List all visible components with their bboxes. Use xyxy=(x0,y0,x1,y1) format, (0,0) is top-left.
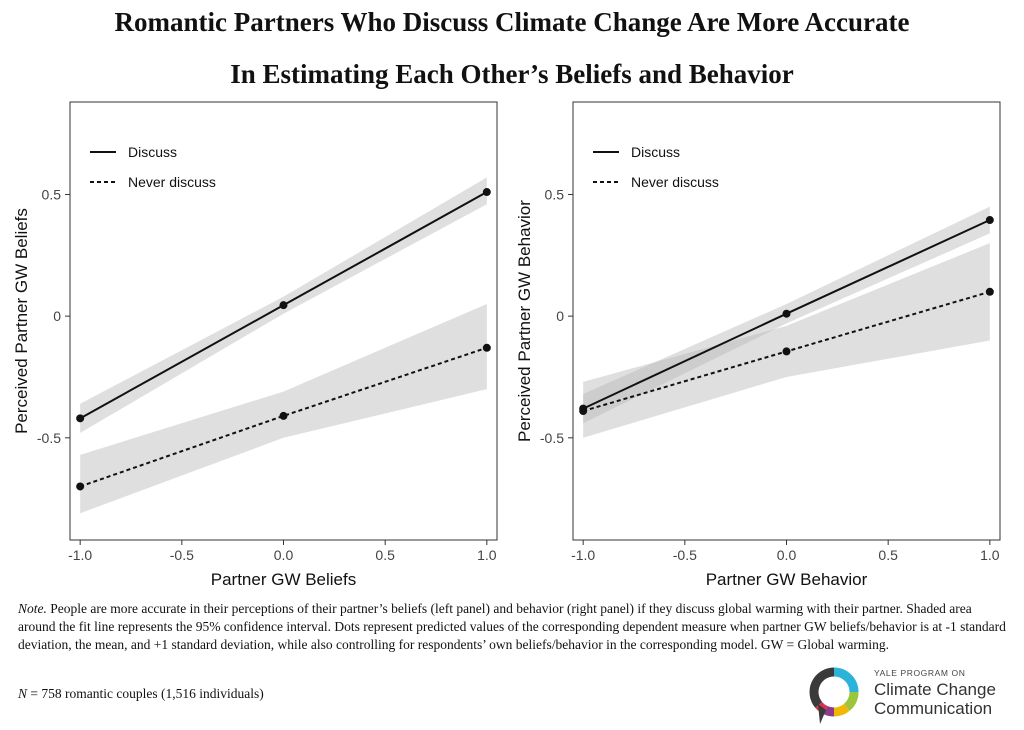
chart-panel-2: -1.0 -0.5 0.0 0.5 1.0 -0.5 0 0.5 Partner GW Beha… xyxy=(515,101,1001,589)
data-point-discuss xyxy=(482,188,491,197)
plot-area xyxy=(69,101,498,541)
sample-size-label: N xyxy=(18,686,28,701)
y-tick-label: -0.5 xyxy=(540,430,564,446)
logo-arc xyxy=(833,667,859,693)
sample-size-note: N = 758 romantic couples (1,516 individu… xyxy=(18,686,264,702)
series-line-never-discuss xyxy=(79,346,488,488)
data-point-discuss xyxy=(76,414,85,423)
logo-arc xyxy=(809,667,835,708)
chart-figure: -1.0 -0.5 0.0 0.5 1.0 -0.5 0 0.5 Partner GW Beli… xyxy=(12,101,1001,589)
data-point-never-discuss xyxy=(76,482,85,491)
y-axis-title: Perceived Partner GW Behavior xyxy=(515,200,534,442)
plot-area xyxy=(572,101,1001,541)
x-tick-label: -1.0 xyxy=(68,547,92,563)
legend-label-never-discuss: Never discuss xyxy=(128,174,216,190)
data-point-never-discuss xyxy=(579,407,588,416)
logo-org: YALE PROGRAM ON xyxy=(874,668,966,678)
x-tick-label: -0.5 xyxy=(673,547,697,563)
logo-arc xyxy=(843,691,859,711)
chart-title-line-2: In Estimating Each Other’s Beliefs and B… xyxy=(230,59,794,89)
note-label: Note. xyxy=(18,601,47,616)
data-point-discuss xyxy=(279,301,288,310)
legend-label-discuss: Discuss xyxy=(631,144,680,160)
y-tick-label: 0 xyxy=(556,308,564,324)
note-text: People are more accurate in their percep… xyxy=(18,601,1006,652)
y-tick-label: 0.5 xyxy=(42,186,62,202)
x-tick-label: -0.5 xyxy=(170,547,194,563)
x-tick-label: 0.5 xyxy=(375,547,395,563)
y-tick-label: 0.5 xyxy=(545,186,565,202)
legend-label-discuss: Discuss xyxy=(128,144,177,160)
logo-name: Climate Change Communication xyxy=(874,680,996,718)
logo-arc xyxy=(833,703,850,717)
data-point-discuss xyxy=(782,309,791,318)
logo-arc xyxy=(823,705,835,717)
x-tick-label: 0.0 xyxy=(777,547,797,563)
speech-bubble-ring-icon xyxy=(809,667,859,724)
x-tick-label: -1.0 xyxy=(571,547,595,563)
data-point-never-discuss xyxy=(482,343,491,352)
logo-name-line-1: Climate Change xyxy=(874,680,996,699)
x-tick-label: 1.0 xyxy=(980,547,1000,563)
ycc-logo: YALE PROGRAM ON Climate Change Communicat… xyxy=(806,660,1016,724)
data-point-never-discuss xyxy=(782,347,791,356)
x-tick-label: 1.0 xyxy=(477,547,497,563)
data-point-discuss xyxy=(985,216,994,225)
figure-note: Note. People are more accurate in their … xyxy=(18,600,1010,654)
x-tick-label: 0.5 xyxy=(878,547,898,563)
logo-name-line-2: Communication xyxy=(874,699,993,718)
x-axis-title: Partner GW Behavior xyxy=(706,570,868,589)
y-tick-label: -0.5 xyxy=(37,430,61,446)
x-axis-title: Partner GW Beliefs xyxy=(211,570,357,589)
y-axis-title: Perceived Partner GW Beliefs xyxy=(12,208,31,434)
sample-size-text: = 758 romantic couples (1,516 individual… xyxy=(27,686,264,701)
chart-title-line-1: Romantic Partners Who Discuss Climate Ch… xyxy=(114,7,910,37)
legend: Discuss Never discuss xyxy=(90,144,216,190)
confidence-band-never-discuss xyxy=(583,243,990,438)
y-tick-label: 0 xyxy=(53,308,61,324)
x-tick-label: 0.0 xyxy=(274,547,294,563)
data-point-never-discuss xyxy=(279,411,288,420)
legend: Discuss Never discuss xyxy=(593,144,719,190)
logo-tail xyxy=(818,704,826,724)
data-point-never-discuss xyxy=(985,287,994,296)
confidence-band-never-discuss xyxy=(80,303,487,514)
legend-label-never-discuss: Never discuss xyxy=(631,174,719,190)
chart-panel-1: -1.0 -0.5 0.0 0.5 1.0 -0.5 0 0.5 Partner GW Beli… xyxy=(12,101,498,589)
